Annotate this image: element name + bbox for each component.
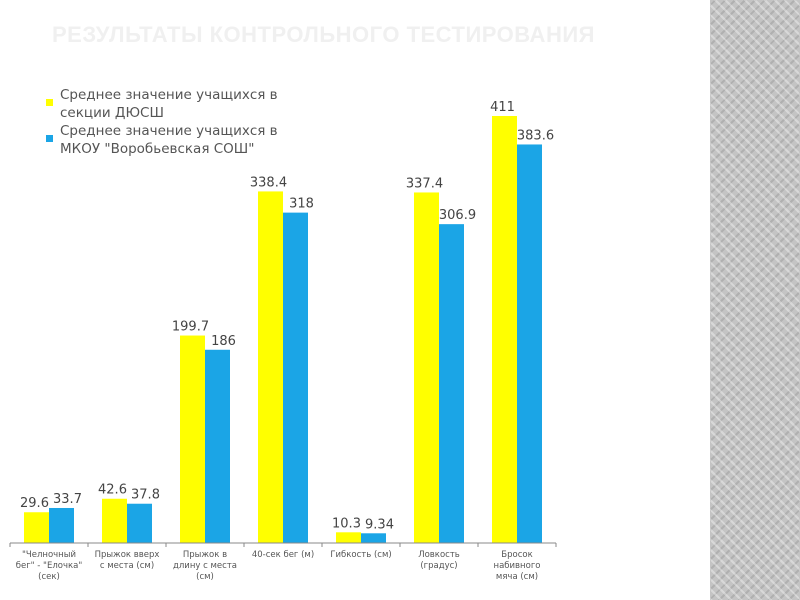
legend-label-line: Среднее значение учащихся в bbox=[60, 87, 278, 103]
data-label: 186 bbox=[211, 334, 236, 349]
category-label: "Челночный бег" - "Елочка" (сек) bbox=[16, 550, 83, 582]
bar-series-1 bbox=[336, 532, 361, 543]
data-label: 306.9 bbox=[439, 208, 476, 223]
data-label: 33.7 bbox=[53, 492, 82, 507]
category-label: Гибкость (см) bbox=[330, 550, 391, 560]
bar-series-1 bbox=[492, 116, 517, 543]
bar-series-2 bbox=[439, 224, 464, 543]
decorative-side-pattern bbox=[710, 0, 800, 600]
slide-title: РЕЗУЛЬТАТЫ КОНТРОЛЬНОГО ТЕСТИРОВАНИЯ bbox=[52, 22, 595, 47]
bar-series-1 bbox=[180, 335, 205, 543]
data-label: 338.4 bbox=[250, 175, 287, 190]
data-label: 29.6 bbox=[20, 496, 49, 511]
data-label: 337.4 bbox=[406, 176, 443, 191]
legend-item-mkou: Среднее значение учащихся в МКОУ "Воробь… bbox=[46, 122, 306, 158]
bar-series-2 bbox=[127, 503, 152, 543]
legend-label-line: секции ДЮСШ bbox=[60, 105, 164, 121]
data-label: 9.34 bbox=[365, 517, 394, 532]
bar-series-1 bbox=[258, 191, 283, 544]
bar-series-2 bbox=[517, 144, 542, 543]
legend-swatch-yellow bbox=[46, 99, 53, 106]
legend-label-line: Среднее значение учащихся в bbox=[60, 123, 278, 139]
bar-series-2 bbox=[361, 533, 386, 543]
bar-series-1 bbox=[414, 192, 439, 543]
data-label: 42.6 bbox=[98, 483, 127, 498]
category-label: Ловкость (градус) bbox=[418, 550, 460, 571]
legend-label-line: МКОУ "Воробьевская СОШ" bbox=[60, 141, 255, 157]
category-label: Прыжок в длину с места (см) bbox=[173, 550, 237, 582]
legend-swatch-blue bbox=[46, 135, 53, 142]
data-label: 10.3 bbox=[332, 516, 361, 531]
category-label: 40-сек бег (м) bbox=[252, 550, 314, 560]
bar-chart: 29.6 42.6 199.7 338.4 10.3 337.4 411 33.7 37.8 18… bbox=[9, 100, 557, 582]
bar-series-2 bbox=[283, 212, 308, 544]
data-label: 411 bbox=[490, 100, 515, 115]
legend-item-dyussh: Среднее значение учащихся в секции ДЮСШ bbox=[46, 86, 306, 122]
bar-series-2 bbox=[49, 507, 74, 543]
chart-legend: Среднее значение учащихся в секции ДЮСШ … bbox=[46, 86, 306, 158]
bar-series-1 bbox=[24, 512, 49, 543]
data-label: 383.6 bbox=[517, 128, 554, 143]
data-label: 37.8 bbox=[131, 488, 160, 503]
data-label: 199.7 bbox=[172, 320, 209, 335]
category-label: Бросок набивного мяча (см) bbox=[494, 550, 541, 582]
category-label: Прыжок вверх с места (см) bbox=[95, 550, 160, 571]
data-label: 318 bbox=[289, 197, 314, 212]
bar-series-2 bbox=[205, 349, 230, 543]
bar-series-1 bbox=[102, 498, 127, 543]
